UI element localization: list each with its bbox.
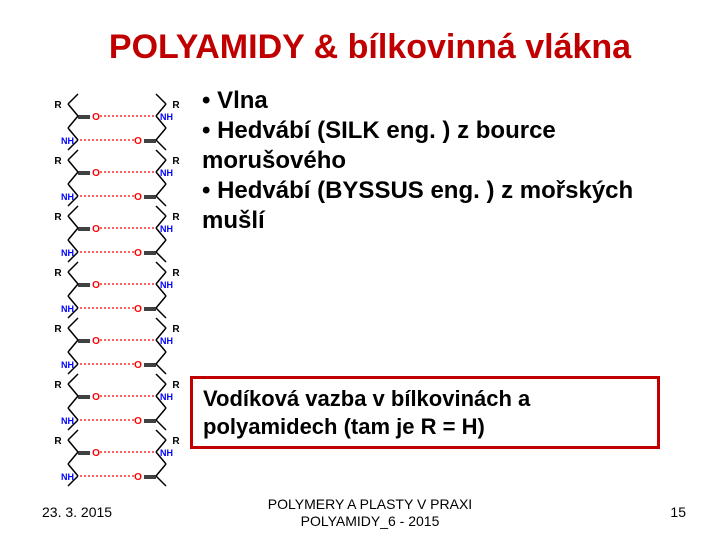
svg-text:R: R xyxy=(172,324,180,335)
svg-text:O: O xyxy=(134,192,142,203)
svg-text:R: R xyxy=(54,100,62,111)
svg-text:R: R xyxy=(172,380,180,391)
footer-center: POLYMERY A PLASTY V PRAXI POLYAMIDY_6 - … xyxy=(240,496,500,530)
svg-text:R: R xyxy=(54,156,62,167)
svg-text:O: O xyxy=(92,280,100,291)
svg-text:NH: NH xyxy=(61,416,74,426)
svg-text:O: O xyxy=(92,392,100,403)
caption-line: Vodíková vazba v bílkovinách a xyxy=(203,385,647,413)
bullet-item: • Vlna xyxy=(202,86,672,116)
svg-text:R: R xyxy=(54,324,62,335)
svg-text:NH: NH xyxy=(160,448,173,458)
bullet-item: • Hedvábí (SILK eng. ) z bource morušové… xyxy=(202,116,672,176)
svg-text:NH: NH xyxy=(160,392,173,402)
svg-text:NH: NH xyxy=(61,472,74,482)
svg-text:R: R xyxy=(54,436,62,447)
svg-text:O: O xyxy=(134,304,142,315)
svg-text:R: R xyxy=(172,100,180,111)
svg-text:NH: NH xyxy=(61,248,74,258)
svg-text:R: R xyxy=(54,212,62,223)
svg-text:O: O xyxy=(134,472,142,483)
svg-text:R: R xyxy=(54,268,62,279)
svg-text:NH: NH xyxy=(160,112,173,122)
svg-text:R: R xyxy=(172,436,180,447)
svg-text:NH: NH xyxy=(61,136,74,146)
footer-center-line: POLYAMIDY_6 - 2015 xyxy=(240,513,500,530)
svg-text:NH: NH xyxy=(61,360,74,370)
svg-text:O: O xyxy=(134,136,142,147)
svg-text:O: O xyxy=(134,416,142,427)
svg-text:NH: NH xyxy=(61,192,74,202)
svg-text:R: R xyxy=(172,268,180,279)
bullet-list: • Vlna • Hedvábí (SILK eng. ) z bource m… xyxy=(202,86,672,236)
svg-text:R: R xyxy=(172,212,180,223)
caption-box: Vodíková vazba v bílkovinách a polyamide… xyxy=(190,376,660,449)
svg-text:R: R xyxy=(172,156,180,167)
bullet-item: • Hedvábí (BYSSUS eng. ) z mořských mušl… xyxy=(202,176,672,236)
footer-center-line: POLYMERY A PLASTY V PRAXI xyxy=(240,496,500,513)
svg-text:O: O xyxy=(134,360,142,371)
svg-text:O: O xyxy=(92,336,100,347)
chemical-diagram: ORNHORNHORNHORNHORNHORNHORNHORNHORNHORNH… xyxy=(48,82,183,497)
svg-text:NH: NH xyxy=(160,168,173,178)
svg-text:NH: NH xyxy=(160,224,173,234)
svg-text:O: O xyxy=(92,448,100,459)
svg-text:O: O xyxy=(92,224,100,235)
footer-date: 23. 3. 2015 xyxy=(42,504,112,520)
caption-line: polyamidech (tam je R = H) xyxy=(203,413,647,441)
svg-text:O: O xyxy=(134,248,142,259)
svg-text:O: O xyxy=(92,168,100,179)
svg-text:NH: NH xyxy=(61,304,74,314)
svg-text:R: R xyxy=(54,380,62,391)
slide-title: POLYAMIDY & bílkovinná vlákna xyxy=(50,28,690,67)
svg-text:NH: NH xyxy=(160,280,173,290)
svg-text:NH: NH xyxy=(160,336,173,346)
svg-text:O: O xyxy=(92,112,100,123)
footer-page-number: 15 xyxy=(670,504,686,520)
